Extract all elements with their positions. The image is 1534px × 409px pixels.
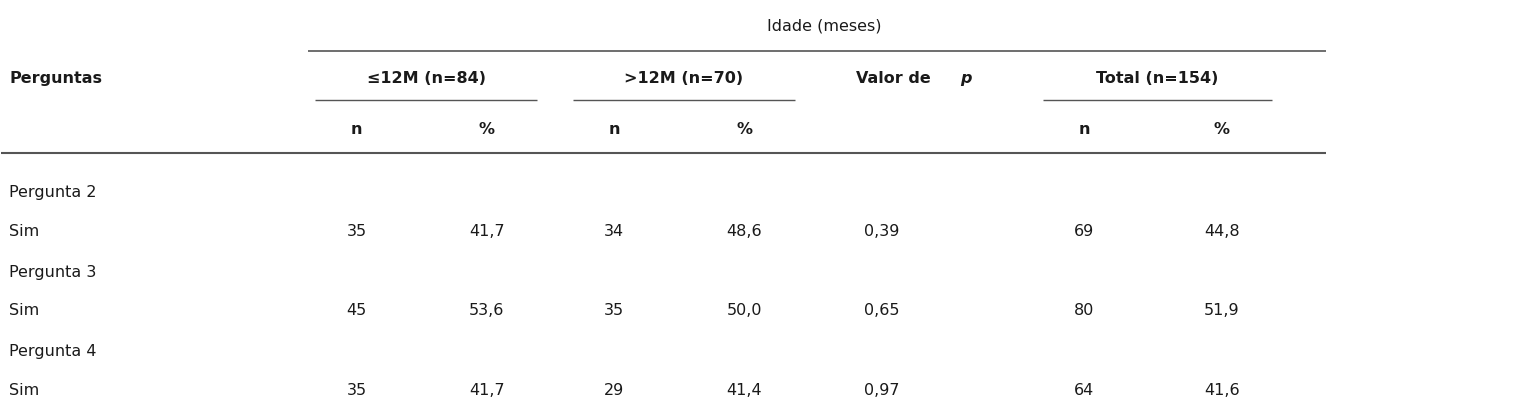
Text: 41,7: 41,7 — [469, 382, 505, 397]
Text: 35: 35 — [604, 303, 624, 318]
Text: 51,9: 51,9 — [1204, 303, 1239, 318]
Text: 0,65: 0,65 — [864, 303, 899, 318]
Text: Sim: Sim — [9, 223, 40, 238]
Text: 48,6: 48,6 — [726, 223, 762, 238]
Text: n: n — [351, 122, 362, 137]
Text: Sim: Sim — [9, 303, 40, 318]
Text: %: % — [1213, 122, 1230, 137]
Text: Pergunta 4: Pergunta 4 — [9, 343, 97, 358]
Text: Total (n=154): Total (n=154) — [1097, 71, 1218, 86]
Text: n: n — [1078, 122, 1089, 137]
Text: %: % — [736, 122, 752, 137]
Text: 35: 35 — [347, 382, 367, 397]
Text: 64: 64 — [1074, 382, 1094, 397]
Text: n: n — [607, 122, 620, 137]
Text: %: % — [479, 122, 495, 137]
Text: 50,0: 50,0 — [726, 303, 762, 318]
Text: >12M (n=70): >12M (n=70) — [624, 71, 742, 86]
Text: Sim: Sim — [9, 382, 40, 397]
Text: 41,6: 41,6 — [1204, 382, 1239, 397]
Text: 41,4: 41,4 — [726, 382, 762, 397]
Text: Pergunta 3: Pergunta 3 — [9, 264, 97, 279]
Text: 0,97: 0,97 — [864, 382, 899, 397]
Text: 69: 69 — [1074, 223, 1094, 238]
Text: Pergunta 2: Pergunta 2 — [9, 185, 97, 200]
Text: ≤12M (n=84): ≤12M (n=84) — [367, 71, 486, 86]
Text: Perguntas: Perguntas — [9, 71, 103, 86]
Text: 0,39: 0,39 — [864, 223, 899, 238]
Text: Valor de: Valor de — [856, 71, 936, 86]
Text: 29: 29 — [604, 382, 624, 397]
Text: 45: 45 — [347, 303, 367, 318]
Text: 35: 35 — [347, 223, 367, 238]
Text: p: p — [960, 71, 971, 86]
Text: 80: 80 — [1074, 303, 1094, 318]
Text: Idade (meses): Idade (meses) — [767, 18, 882, 33]
Text: 44,8: 44,8 — [1204, 223, 1239, 238]
Text: 53,6: 53,6 — [469, 303, 505, 318]
Text: 34: 34 — [604, 223, 624, 238]
Text: 41,7: 41,7 — [469, 223, 505, 238]
